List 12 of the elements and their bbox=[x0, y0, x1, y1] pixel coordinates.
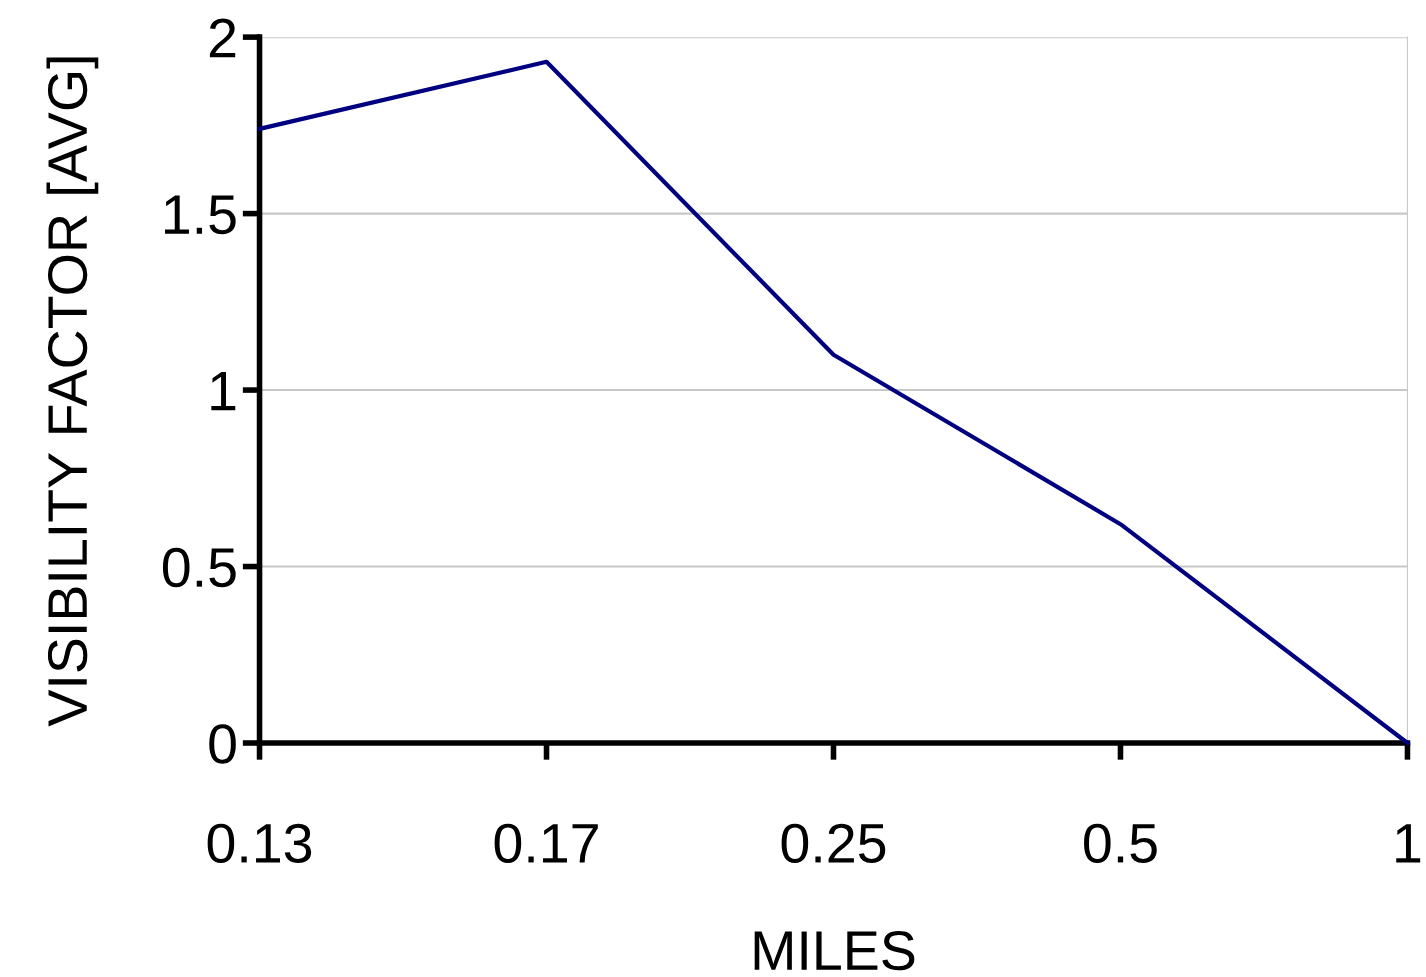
y-tick-label: 0 bbox=[209, 724, 236, 764]
x-tick-label: 0.25 bbox=[781, 823, 886, 863]
y-tick-label: 1 bbox=[211, 371, 236, 411]
y-tick-label: 0.5 bbox=[162, 547, 236, 588]
y-tick-label: 2 bbox=[209, 18, 236, 58]
x-tick-label: 1 bbox=[1396, 824, 1421, 863]
x-axis-title: MILES bbox=[754, 930, 915, 971]
x-tick-label: 0.5 bbox=[1084, 823, 1157, 863]
x-tick-label: 0.17 bbox=[494, 823, 598, 863]
x-tick-label: 0.13 bbox=[207, 823, 312, 863]
y-axis-title: VISIBILITY FACTOR [AVG] bbox=[46, 57, 99, 727]
y-tick-label: 1.5 bbox=[165, 195, 236, 235]
